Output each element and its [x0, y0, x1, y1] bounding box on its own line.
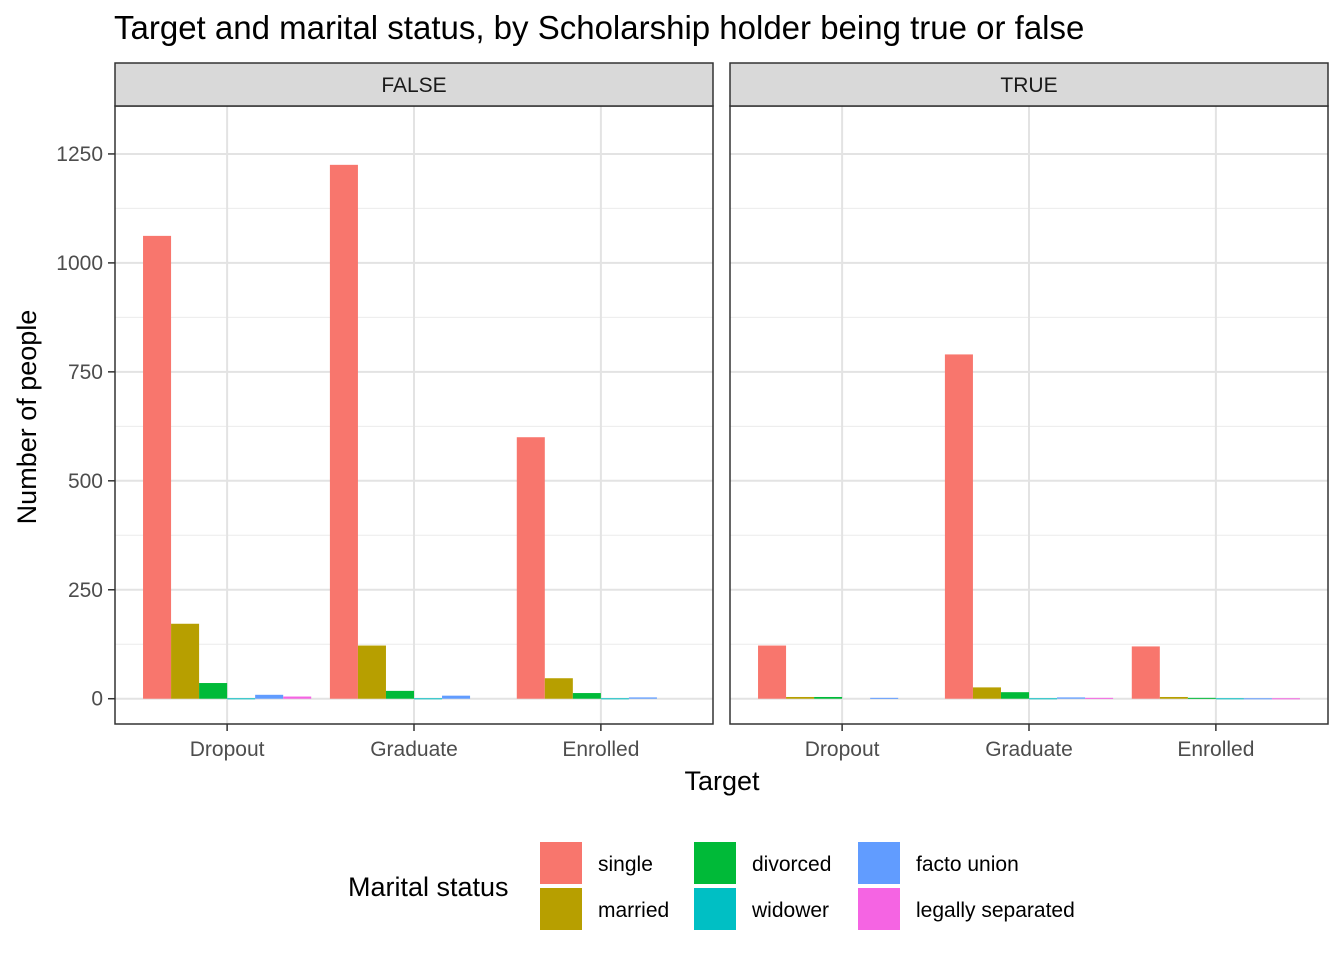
bar-true-enrolled-facto-union: [1243, 698, 1272, 700]
bar-false-graduate-divorced: [385, 690, 414, 699]
bar-false-graduate-facto-union: [442, 695, 471, 699]
bar-true-graduate-married: [972, 687, 1001, 699]
y-tick-label: 1250: [56, 143, 103, 166]
bar-true-dropout-divorced: [814, 696, 843, 699]
bar-false-dropout-divorced: [199, 683, 228, 699]
bar-true-graduate-facto-union: [1057, 697, 1086, 699]
legend: Marital status single married divorced wido…: [348, 842, 1075, 930]
y-tick-label: 1000: [56, 252, 103, 275]
panels: FALSE Dropout Graduate Enrolled 0 250 500 750 10…: [56, 62, 1329, 761]
legend-label: single: [598, 853, 653, 876]
legend-label: divorced: [752, 853, 831, 876]
x-tick-label: Dropout: [805, 738, 880, 761]
facet-strip: [114, 62, 714, 107]
y-tick-label: 500: [68, 470, 103, 493]
x-tick-label: Enrolled: [1177, 738, 1254, 761]
bar-false-graduate-married: [357, 645, 386, 699]
bar-false-enrolled-single: [516, 437, 545, 699]
facet-strip-label: TRUE: [1000, 74, 1057, 97]
bar-true-enrolled-widower: [1215, 698, 1244, 700]
x-tick-label: Enrolled: [562, 738, 639, 761]
bar-true-graduate-widower: [1029, 698, 1058, 700]
bar-false-enrolled-divorced: [572, 693, 601, 699]
bar-false-graduate-single: [329, 164, 358, 699]
panel-false: FALSE Dropout Graduate Enrolled 0 250 500 750 10…: [56, 62, 714, 761]
legend-key-single: [540, 842, 582, 884]
legend-key-facto-union: [858, 842, 900, 884]
bar-true-enrolled-divorced: [1187, 697, 1216, 699]
bar-true-graduate-single: [944, 354, 973, 699]
legend-label: legally separated: [916, 899, 1075, 922]
bar-true-graduate-legally-separated: [1085, 697, 1114, 699]
bar-false-enrolled-married: [544, 678, 573, 699]
y-tick-label: 0: [91, 688, 103, 711]
bar-true-dropout-facto-union: [870, 697, 899, 699]
bar-false-enrolled-widower: [600, 698, 629, 700]
bar-false-enrolled-facto-union: [628, 697, 657, 699]
facet-strip: [729, 62, 1329, 107]
facet-strip-label: FALSE: [381, 74, 446, 97]
x-axis-title: Target: [684, 766, 760, 796]
x-tick-label: Graduate: [985, 738, 1073, 761]
panel-true: TRUE Dropout Graduate Enrolled: [729, 62, 1329, 761]
bar-false-dropout-legally-separated: [283, 696, 312, 699]
y-axis-title: Number of people: [12, 310, 42, 525]
bar-false-dropout-married: [171, 623, 200, 699]
legend-key-legally-separated: [858, 888, 900, 930]
y-tick-label: 750: [68, 361, 103, 384]
legend-key-widower: [694, 888, 736, 930]
x-tick-label: Dropout: [190, 738, 265, 761]
y-tick-label: 250: [68, 579, 103, 602]
bar-false-dropout-widower: [227, 698, 256, 700]
bar-true-enrolled-legally-separated: [1271, 698, 1300, 700]
legend-label: widower: [751, 899, 829, 922]
bar-true-graduate-divorced: [1000, 692, 1029, 699]
legend-key-married: [540, 888, 582, 930]
x-tick-label: Graduate: [370, 738, 458, 761]
bar-false-graduate-widower: [414, 698, 443, 700]
bar-true-enrolled-married: [1159, 696, 1188, 699]
legend-key-divorced: [694, 842, 736, 884]
legend-title: Marital status: [348, 872, 509, 902]
bar-false-dropout-facto-union: [255, 694, 284, 699]
legend-label: married: [598, 899, 669, 922]
chart-title: Target and marital status, by Scholarshi…: [114, 9, 1084, 46]
legend-label: facto union: [916, 853, 1019, 876]
bar-true-enrolled-single: [1131, 646, 1160, 699]
bar-true-dropout-married: [786, 696, 815, 699]
bar-true-dropout-single: [758, 645, 787, 699]
bar-false-dropout-single: [143, 235, 172, 699]
